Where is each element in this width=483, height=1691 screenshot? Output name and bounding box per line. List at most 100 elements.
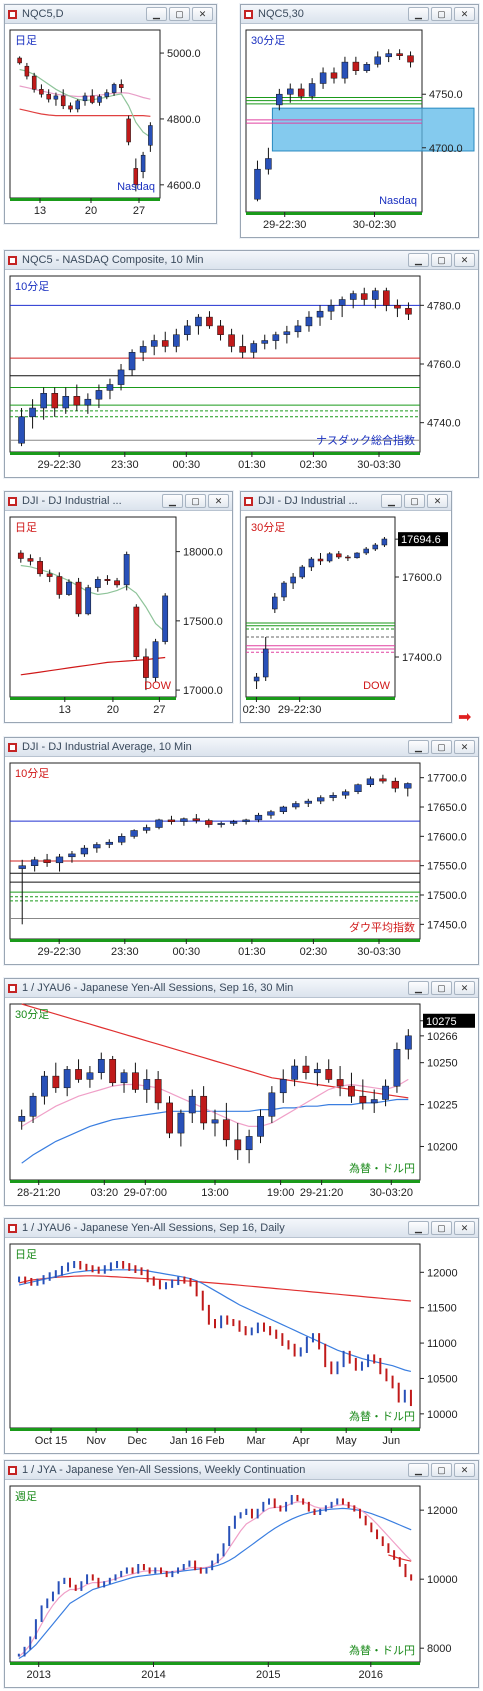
close-button[interactable]: ✕ xyxy=(192,7,213,21)
close-button[interactable]: ✕ xyxy=(454,981,475,995)
x-tick-label: 27 xyxy=(153,704,165,716)
candle-body xyxy=(217,823,225,825)
maximize-button[interactable]: ▢ xyxy=(185,494,206,508)
cqg-icon xyxy=(8,496,17,506)
close-button[interactable]: ✕ xyxy=(454,7,475,21)
titlebar[interactable]: DJI - DJ Industrial ... ▁ ▢ ✕ xyxy=(5,492,232,511)
candle-body xyxy=(245,1136,253,1151)
minimize-button[interactable]: ▁ xyxy=(408,7,429,21)
titlebar[interactable]: NQC5 - NASDAQ Composite, 10 Min ▁ ▢ ✕ xyxy=(5,251,478,270)
session-bar xyxy=(246,697,395,700)
candle-body xyxy=(180,818,188,822)
candle-body xyxy=(17,57,22,64)
candle-body xyxy=(41,1075,48,1097)
candle-body xyxy=(105,841,113,845)
chart-nq-10m[interactable]: 4780.0 4760.0 4740.0 29-22:30 23:30 00:30 01:3… xyxy=(5,271,478,477)
x-tick-label: 28-21:20 xyxy=(17,1187,60,1199)
x-tick-label: 29-22:30 xyxy=(37,459,80,471)
minimize-button[interactable]: ▁ xyxy=(381,494,402,508)
series-group xyxy=(18,1260,412,1407)
close-button[interactable]: ✕ xyxy=(454,1221,475,1235)
x-tick-label: 00:30 xyxy=(173,459,201,471)
y-tick-label: 17000.0 xyxy=(183,685,223,697)
titlebar[interactable]: 1 / JYAU6 - Japanese Yen-All Sessions, S… xyxy=(5,1219,478,1238)
minimize-button[interactable]: ▁ xyxy=(408,981,429,995)
y-tick-label: 17550.0 xyxy=(427,861,467,873)
instrument-label: ナスダック総合指数 xyxy=(316,433,415,447)
timeframe-label: 日足 xyxy=(15,522,37,534)
candle-body xyxy=(167,819,176,822)
titlebar[interactable]: 1 / JYA - Japanese Yen-All Sessions, Wee… xyxy=(5,1461,478,1480)
chart-nq-daily[interactable]: 5000.0 4800.0 4600.0 13 20 27 日足 Nasdaq xyxy=(5,25,216,223)
maximize-button[interactable]: ▢ xyxy=(169,7,190,21)
maximize-button[interactable]: ▢ xyxy=(431,253,452,267)
instrument-label: ダウ平均指数 xyxy=(349,920,415,934)
candle-body xyxy=(338,299,346,306)
candle-body xyxy=(317,558,324,562)
minimize-button[interactable]: ▁ xyxy=(146,7,167,21)
maximize-button[interactable]: ▢ xyxy=(431,1221,452,1235)
close-button[interactable]: ✕ xyxy=(454,1463,475,1477)
moving-average-line xyxy=(18,1501,412,1658)
window-dji-30m: DJI - DJ Industrial ... ▁ ▢ ✕ 17694.6 17600.… xyxy=(240,491,452,723)
close-button[interactable]: ✕ xyxy=(208,494,229,508)
plot-area xyxy=(9,762,421,940)
chart-jya-daily[interactable]: 12000 11500 11000 10500 10000 Oct 15 Nov Dec Jan… xyxy=(5,1239,478,1453)
candle-body xyxy=(336,553,342,558)
candle-body xyxy=(75,1069,82,1080)
cqg-icon xyxy=(8,1465,17,1475)
titlebar[interactable]: 1 / JYAU6 - Japanese Yen-All Sessions, S… xyxy=(5,979,478,998)
x-tick-label: 02:30 xyxy=(300,946,328,958)
y-tick-label: 17400.0 xyxy=(402,652,442,664)
titlebar[interactable]: DJI - DJ Industrial Average, 10 Min ▁ ▢ ✕ xyxy=(5,738,478,757)
minimize-button[interactable]: ▁ xyxy=(162,494,183,508)
minimize-button[interactable]: ▁ xyxy=(408,1221,429,1235)
y-tick-label: 17600.0 xyxy=(402,572,442,584)
candle-body xyxy=(140,154,146,172)
x-tick-label: 29-21:20 xyxy=(300,1187,343,1199)
y-tick-label: 4600.0 xyxy=(167,180,201,192)
candle-body xyxy=(93,844,101,849)
candle-body xyxy=(268,1092,276,1117)
candle-body xyxy=(177,1112,185,1134)
session-bar xyxy=(10,1662,420,1665)
candle-body xyxy=(279,1079,287,1094)
candle-body xyxy=(363,548,369,554)
window-dji-daily: DJI - DJ Industrial ... ▁ ▢ ✕ 18000.0 17500.… xyxy=(4,491,233,723)
titlebar[interactable]: NQC5,30 ▁ ▢ ✕ xyxy=(241,5,478,24)
window-jya-30m: 1 / JYAU6 - Japanese Yen-All Sessions, S… xyxy=(4,978,479,1206)
titlebar[interactable]: NQC5,D ▁ ▢ ✕ xyxy=(5,5,216,24)
chart-nq-30m[interactable]: 4750.0 4700.0 29-22:30 30-02:30 30分足 Nasdaq xyxy=(241,25,478,237)
candle-body xyxy=(287,88,294,95)
candle-body xyxy=(267,811,275,816)
cqg-icon xyxy=(8,983,17,993)
candle-body xyxy=(383,290,390,306)
chart-dji-30m[interactable]: 17694.6 17600.0 17400.0 02:30 29-22:30 30分足 DO… xyxy=(241,512,451,722)
chart-dji-10m[interactable]: 17700.0 17650.0 17600.0 17550.0 17500.0 17450… xyxy=(5,758,478,964)
close-button[interactable]: ✕ xyxy=(454,740,475,754)
candle-body xyxy=(354,784,362,792)
maximize-button[interactable]: ▢ xyxy=(431,981,452,995)
candle-body xyxy=(317,797,325,802)
candle-body xyxy=(325,1069,333,1080)
minimize-button[interactable]: ▁ xyxy=(408,740,429,754)
titlebar[interactable]: DJI - DJ Industrial ... ▁ ▢ ✕ xyxy=(241,492,451,511)
maximize-button[interactable]: ▢ xyxy=(431,740,452,754)
x-tick-label: 13 xyxy=(59,704,71,716)
candle-body xyxy=(299,566,305,578)
minimize-button[interactable]: ▁ xyxy=(408,253,429,267)
close-button[interactable]: ✕ xyxy=(454,253,475,267)
window-jya-daily: 1 / JYAU6 - Japanese Yen-All Sessions, S… xyxy=(4,1218,479,1454)
arrow-right-icon[interactable]: ➡ xyxy=(458,709,472,726)
chart-dji-daily[interactable]: 18000.0 17500.0 17000.0 13 20 27 日足 DOW xyxy=(5,512,232,722)
candle-body xyxy=(326,553,333,562)
maximize-button[interactable]: ▢ xyxy=(431,7,452,21)
minimize-button[interactable]: ▁ xyxy=(408,1463,429,1477)
candle-body xyxy=(27,558,34,562)
maximize-button[interactable]: ▢ xyxy=(431,1463,452,1477)
close-button[interactable]: ✕ xyxy=(427,494,448,508)
maximize-button[interactable]: ▢ xyxy=(404,494,425,508)
chart-jya-30m[interactable]: 10275 10266 10250 10225 10200 28-21:20 03:20 29… xyxy=(5,999,478,1205)
candle-body xyxy=(123,554,130,586)
